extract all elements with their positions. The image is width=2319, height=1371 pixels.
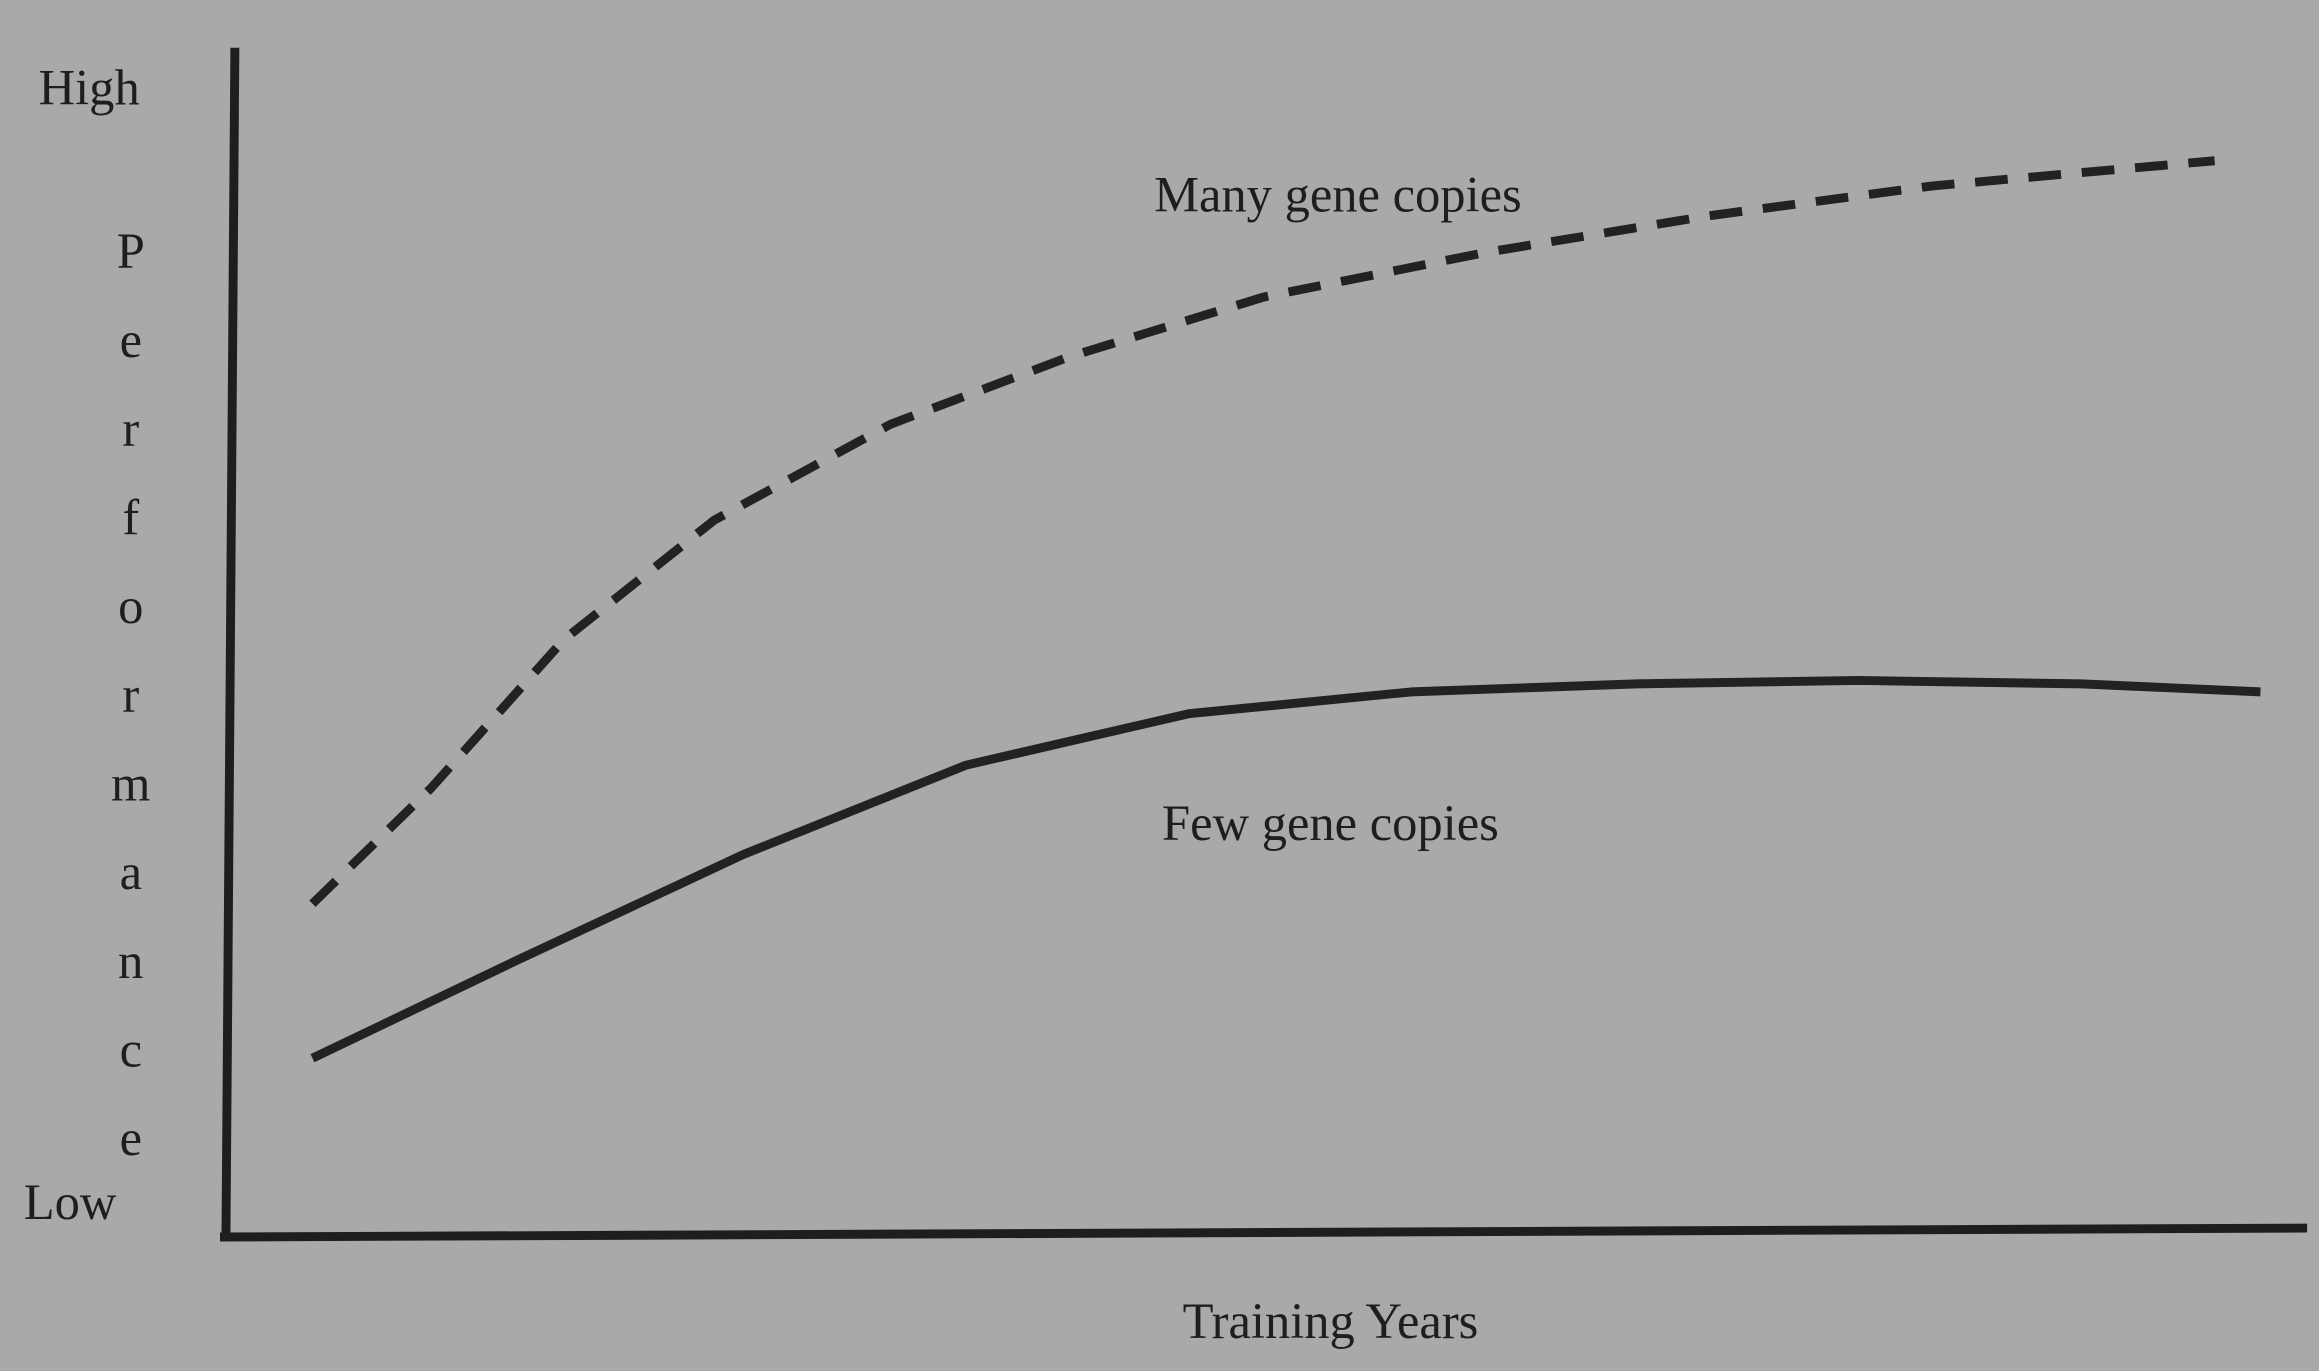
series-line (309, 156, 2216, 907)
series-label: Many gene copies (1154, 166, 1522, 222)
x-axis (219, 1223, 2308, 1242)
y-axis (221, 47, 240, 1238)
y-tick-label: Low (24, 1174, 117, 1230)
series-line (310, 675, 2261, 1063)
y-axis-label: Performance (103, 223, 159, 1199)
x-axis-label: Training Years (1183, 1293, 1479, 1349)
series-label: Few gene copies (1162, 795, 1499, 851)
y-tick-label: High (39, 59, 140, 115)
